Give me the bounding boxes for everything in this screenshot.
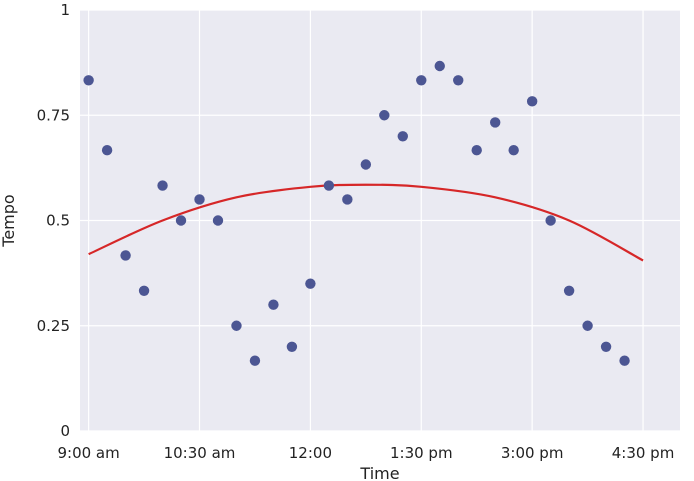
fit-curve-line (88, 183, 644, 262)
scatter-point (416, 75, 427, 86)
scatter-point (231, 320, 242, 331)
scatter-point (582, 320, 593, 331)
x-tick-label: 4:30 pm (612, 444, 675, 462)
y-tick-label: 0.5 (46, 212, 70, 230)
x-tick-label: 3:00 pm (501, 444, 564, 462)
scatter-point (489, 117, 501, 128)
scatter-point (249, 355, 261, 366)
scatter-point (471, 144, 482, 156)
scatter-point (305, 278, 316, 289)
scatter-point (138, 285, 150, 297)
scatter-point (268, 299, 279, 310)
scatter-point (434, 60, 445, 72)
scatter-point (545, 215, 556, 226)
scatter-point (563, 285, 575, 297)
scatter-point (120, 250, 131, 261)
scatter-point (619, 355, 630, 366)
y-tick-labels: 0 0.25 0.5 0.75 1 (37, 1, 70, 440)
x-tick-label: 1:30 pm (390, 444, 453, 462)
x-tick-label: 10:30 am (164, 444, 236, 462)
scatter-point (323, 180, 335, 191)
x-tick-labels: 9:00 am 10:30 am 12:00 1:30 pm 3:00 pm 4:30 p… (57, 444, 674, 462)
scatter-point (175, 215, 187, 226)
scatter-point (194, 194, 205, 205)
scatter-point (600, 341, 612, 352)
y-axis-title: Tempo (0, 194, 18, 247)
scatter-point (83, 75, 94, 86)
scatter-point (453, 75, 464, 86)
scatter-point (286, 341, 298, 352)
scatter-point (526, 96, 538, 107)
scatter-point (508, 144, 519, 156)
y-tick-label: 0.25 (37, 317, 70, 335)
x-tick-label: 12:00 (289, 444, 332, 462)
y-tick-label: 0.75 (37, 106, 70, 124)
x-axis-title: Time (359, 464, 399, 481)
scatter-point (101, 144, 113, 156)
scatter-point (397, 131, 408, 142)
y-tick-label: 0 (60, 422, 70, 440)
fit-curve-layer (88, 183, 644, 262)
x-tick-label: 9:00 am (57, 444, 119, 462)
scatter-point (360, 159, 372, 170)
scatter-point (212, 215, 224, 226)
scatter-points (83, 60, 630, 366)
scatter-point (157, 180, 168, 191)
y-tick-label: 1 (60, 1, 70, 19)
scatter-point (342, 194, 353, 205)
scatter-point (379, 110, 390, 121)
